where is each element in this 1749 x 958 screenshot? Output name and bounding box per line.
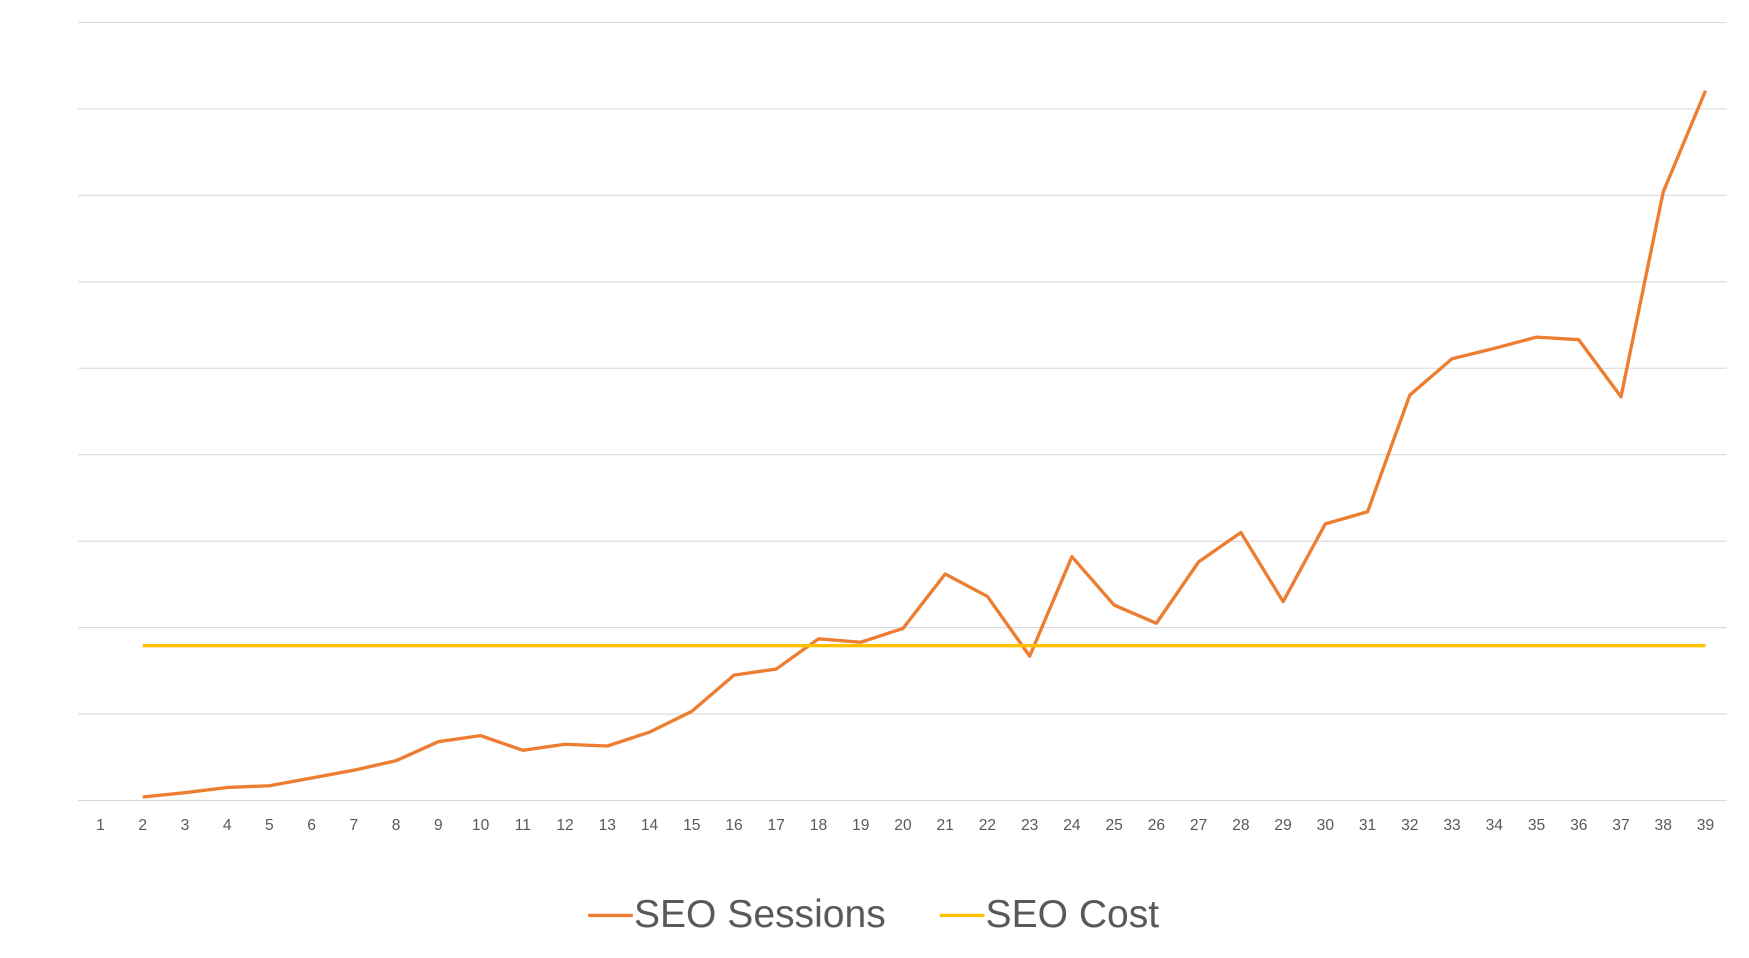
x-tick-label: 39	[1697, 817, 1714, 834]
series-line	[142, 90, 1708, 799]
x-tick-label: 34	[1486, 817, 1504, 834]
x-tick-label: 29	[1274, 817, 1291, 834]
x-tick-label: 16	[725, 817, 742, 834]
x-tick-label: 8	[392, 817, 401, 834]
x-tick-label: 22	[979, 817, 996, 834]
x-tick-label: 19	[852, 817, 869, 834]
x-tick-label: 13	[599, 817, 616, 834]
x-tick-label: 6	[307, 817, 316, 834]
x-tick-label: 17	[768, 817, 785, 834]
x-tick-label: 30	[1317, 817, 1335, 834]
x-tick-label: 11	[515, 817, 531, 834]
x-tick-label: 21	[937, 817, 954, 834]
x-tick-label: 10	[472, 817, 490, 834]
x-tick-label: 32	[1401, 817, 1418, 834]
x-tick-label: 26	[1148, 817, 1165, 834]
legend-label: SEO Cost	[986, 893, 1160, 936]
x-tick-label: 35	[1528, 817, 1546, 834]
x-tick-label: 2	[138, 817, 147, 834]
x-tick-label: 33	[1443, 817, 1460, 834]
x-tick-label: 37	[1612, 817, 1629, 834]
x-tick-label: 7	[350, 817, 359, 834]
x-tick-label: 4	[223, 817, 232, 834]
legend-label: SEO Sessions	[634, 893, 886, 936]
x-tick-label: 25	[1105, 817, 1123, 834]
x-tick-label: 28	[1232, 817, 1249, 834]
x-tick-label: 23	[1021, 817, 1038, 834]
x-tick-label: 14	[641, 817, 659, 834]
x-tick-label: 15	[683, 817, 701, 834]
x-tick-label: 3	[181, 817, 190, 834]
x-tick-label: 18	[810, 817, 827, 834]
x-tick-label: 38	[1655, 817, 1672, 834]
x-tick-label: 12	[556, 817, 573, 834]
x-tick-label: 9	[434, 817, 443, 834]
x-tick-label: 36	[1570, 817, 1587, 834]
x-tick-label: 20	[894, 817, 912, 834]
x-tick-label: 24	[1063, 817, 1081, 834]
x-tick-label: 27	[1190, 817, 1207, 834]
x-tick-label: 31	[1359, 817, 1376, 834]
x-tick-label: 1	[96, 817, 105, 834]
x-tick-label: 5	[265, 817, 274, 834]
